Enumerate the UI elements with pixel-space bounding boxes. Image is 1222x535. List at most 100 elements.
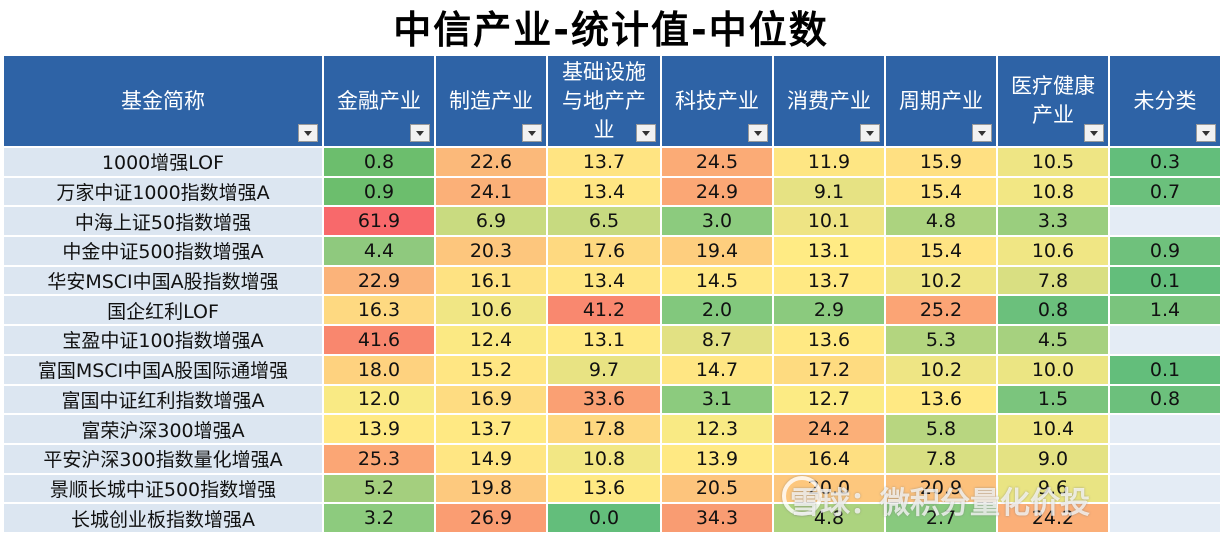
fund-name-cell: 万家中证1000指数增强A <box>2 175 324 208</box>
value-cell: 13.7 <box>434 413 548 445</box>
page-title: 中信产业-统计值-中位数 <box>393 8 829 52</box>
column-header: 科技产业 <box>660 54 774 148</box>
filter-dropdown-icon[interactable] <box>1196 124 1216 142</box>
value-cell: 3.1 <box>660 383 774 416</box>
value-cell <box>1108 205 1222 238</box>
value-cell: 9.7 <box>546 353 662 386</box>
fund-name-cell: 富国MSCI中国A股国际通增强 <box>2 353 324 386</box>
value-cell: 10.2 <box>884 353 998 386</box>
filter-dropdown-icon[interactable] <box>748 124 768 142</box>
filter-dropdown-icon[interactable] <box>860 124 880 142</box>
value-cell: 10.6 <box>434 294 548 327</box>
value-cell: 10.8 <box>996 175 1110 208</box>
value-cell: 6.9 <box>434 205 548 238</box>
value-cell: 1.5 <box>996 383 1110 416</box>
column-header-label: 业 <box>593 117 615 142</box>
value-cell: 26.9 <box>434 502 548 534</box>
value-cell: 13.1 <box>546 324 662 356</box>
column-header-label: 基金简称 <box>121 88 205 113</box>
column-header: 未分类 <box>1108 54 1222 148</box>
value-cell: 14.9 <box>434 442 548 475</box>
value-cell: 0.8 <box>1108 383 1222 416</box>
filter-dropdown-icon[interactable] <box>410 124 430 142</box>
fund-name-cell: 中海上证50指数增强 <box>2 205 324 238</box>
value-cell: 15.2 <box>434 353 548 386</box>
value-cell <box>1108 502 1222 534</box>
value-cell: 2.0 <box>660 294 774 327</box>
value-cell: 10.5 <box>996 146 1110 178</box>
column-header-label: 消费产业 <box>787 88 871 113</box>
value-cell: 19.4 <box>660 235 774 267</box>
value-cell: 2.9 <box>772 294 886 327</box>
value-cell: 34.3 <box>660 502 774 534</box>
value-cell: 13.7 <box>772 264 886 297</box>
value-cell: 3.2 <box>322 502 436 534</box>
value-cell: 9.0 <box>996 442 1110 475</box>
table-row: 中海上证50指数增强 61.9 6.9 6.5 3.0 10.1 4.8 3.3 <box>2 205 1222 238</box>
value-cell: 20.5 <box>660 472 774 505</box>
column-header-label: 与地产产 <box>562 88 646 113</box>
value-cell: 10.4 <box>996 413 1110 445</box>
value-cell <box>1108 324 1222 356</box>
value-cell: 20.3 <box>434 235 548 267</box>
value-cell: 24.2 <box>996 502 1110 534</box>
value-cell: 3.3 <box>996 205 1110 238</box>
value-cell: 10.6 <box>996 235 1110 267</box>
value-cell: 24.1 <box>434 175 548 208</box>
value-cell: 61.9 <box>322 205 436 238</box>
value-cell: 24.5 <box>660 146 774 178</box>
value-cell: 13.7 <box>546 146 662 178</box>
table-row: 长城创业板指数增强A 3.2 26.9 0.0 34.3 4.8 2.7 24.2 <box>2 502 1222 534</box>
value-cell: 25.3 <box>322 442 436 475</box>
table-row: 富国MSCI中国A股国际通增强 18.0 15.2 9.7 14.7 17.2 10.2 10… <box>2 353 1222 386</box>
value-cell: 41.2 <box>546 294 662 327</box>
value-cell <box>1108 472 1222 505</box>
column-header-label: 制造产业 <box>449 88 533 113</box>
filter-dropdown-icon[interactable] <box>972 124 992 142</box>
filter-dropdown-icon[interactable] <box>636 124 656 142</box>
value-cell: 13.4 <box>546 264 662 297</box>
value-cell: 22.9 <box>322 264 436 297</box>
value-cell: 9.1 <box>772 175 886 208</box>
value-cell: 13.6 <box>546 472 662 505</box>
value-cell: 17.2 <box>772 353 886 386</box>
filter-dropdown-icon[interactable] <box>522 124 542 142</box>
filter-dropdown-icon[interactable] <box>1084 124 1104 142</box>
fund-name-cell: 宝盈中证100指数增强A <box>2 324 324 356</box>
value-cell: 13.6 <box>772 324 886 356</box>
value-cell: 5.2 <box>322 472 436 505</box>
value-cell: 25.2 <box>884 294 998 327</box>
value-cell: 4.8 <box>884 205 998 238</box>
value-cell: 13.6 <box>884 383 998 416</box>
value-cell: 0.8 <box>996 294 1110 327</box>
value-cell: 12.3 <box>660 413 774 445</box>
value-cell: 0.7 <box>1108 175 1222 208</box>
filter-dropdown-icon[interactable] <box>298 124 318 142</box>
column-header-label: 医疗健康 <box>1011 74 1095 98</box>
value-cell: 8.7 <box>660 324 774 356</box>
table-row: 富荣沪深300增强A 13.9 13.7 17.8 12.3 24.2 5.8 10.4 <box>2 413 1222 445</box>
value-cell: 0.3 <box>1108 146 1222 178</box>
table-row: 中金中证500指数增强A 4.4 20.3 17.6 19.4 13.1 15.4 10.6 0… <box>2 235 1222 267</box>
value-cell: 10.2 <box>884 264 998 297</box>
fund-name-cell: 平安沪深300指数量化增强A <box>2 442 324 475</box>
column-header: 周期产业 <box>884 54 998 148</box>
fund-industry-table: 基金简称 金融产业 制造产业 基础设施 与地产产业科技产业 消费产业 周期产业 医疗健康 产业未… <box>2 54 1222 534</box>
value-cell: 3.0 <box>660 205 774 238</box>
fund-name-cell: 富国中证红利指数增强A <box>2 383 324 416</box>
fund-name-cell: 富荣沪深300增强A <box>2 413 324 445</box>
value-cell: 41.6 <box>322 324 436 356</box>
value-cell: 0.1 <box>1108 353 1222 386</box>
value-cell <box>1108 413 1222 445</box>
value-cell: 4.5 <box>996 324 1110 356</box>
column-header: 基金简称 <box>2 54 324 148</box>
value-cell: 16.1 <box>434 264 548 297</box>
value-cell: 4.4 <box>322 235 436 267</box>
value-cell: 2.7 <box>884 502 998 534</box>
value-cell: 11.9 <box>772 146 886 178</box>
table-row: 平安沪深300指数量化增强A 25.3 14.9 10.8 13.9 16.4 7.8 9.0 <box>2 442 1222 475</box>
value-cell <box>1108 442 1222 475</box>
column-header-label: 基础设施 <box>562 59 646 84</box>
value-cell: 6.5 <box>546 205 662 238</box>
fund-name-cell: 华安MSCI中国A股指数增强 <box>2 264 324 297</box>
